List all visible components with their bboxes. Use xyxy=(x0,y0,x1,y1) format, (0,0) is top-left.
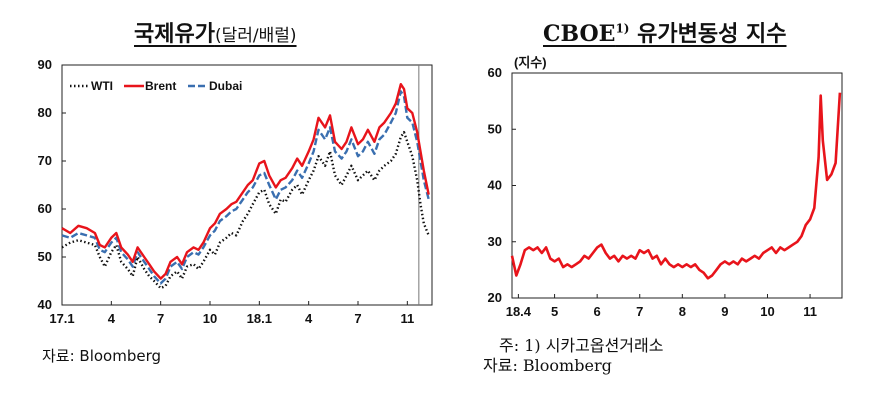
right-footnote: 주: 1) 시카고옵션거래소 xyxy=(499,336,664,355)
ovx-x-tick-label: 9 xyxy=(721,304,728,319)
ovx-y-tick-label: 40 xyxy=(488,178,502,193)
ovx-x-tick-label: 8 xyxy=(679,304,686,319)
ovx-y-tick-label: 20 xyxy=(488,290,502,305)
oil-x-tick-label: 4 xyxy=(108,311,116,326)
oil-x-tick-label: 11 xyxy=(400,311,414,326)
oil-y-tick-label: 50 xyxy=(38,249,52,264)
oil-y-tick-label: 90 xyxy=(38,57,52,72)
legend-label-dubai: Dubai xyxy=(209,79,242,93)
oil-y-tick-label: 40 xyxy=(38,297,52,312)
ovx-y-tick-label: 30 xyxy=(488,234,502,249)
oil-x-tick-label: 17.1 xyxy=(49,311,74,326)
oil-chart-frame xyxy=(61,64,433,306)
ovx-x-tick-label: 18.4 xyxy=(506,304,532,319)
ovx-y-axis-unit: (지수) xyxy=(514,55,547,70)
right-source-note: 자료: Bloomberg xyxy=(483,356,612,375)
legend-label-wti: WTI xyxy=(91,79,113,93)
ovx-y-tick-label: 60 xyxy=(488,65,502,80)
left-chart-title-main: 국제유가 xyxy=(134,22,215,47)
ovx-x-tick-label: 5 xyxy=(551,304,558,319)
right-chart-title: CBOE1) 유가변동성 지수 xyxy=(543,16,786,48)
oil-x-tick-label: 10 xyxy=(203,311,217,326)
series-line-ovx xyxy=(510,92,842,280)
left-chart-title-unit: (달러/배럴) xyxy=(214,26,297,46)
oil-x-tick-label: 4 xyxy=(305,311,313,326)
oil-x-tick-label: 7 xyxy=(157,311,164,326)
oil-legend: WTI Brent Dubai xyxy=(70,79,242,93)
oil-y-tick-label: 80 xyxy=(38,105,52,120)
ovx-x-tick-label: 7 xyxy=(636,304,643,319)
ovx-x-tick-label: 6 xyxy=(594,304,601,319)
oil-x-tick-label: 7 xyxy=(354,311,361,326)
right-notes: 주: 1) 시카고옵션거래소 자료: Bloomberg xyxy=(483,336,663,376)
right-chart-title-footnote-mark: 1) xyxy=(615,21,630,36)
left-source-note: 자료: Bloomberg xyxy=(42,347,162,365)
ovx-chart-plot: 20 30 40 50 60 (지수) 18.4 5 6 7 8 9 10 11 xyxy=(488,55,843,319)
ovx-y-tick-label: 50 xyxy=(488,121,502,136)
ovx-x-tick-label: 11 xyxy=(803,304,817,319)
right-chart-title-main: CBOE xyxy=(543,21,616,47)
series-line-wti xyxy=(61,131,430,290)
series-line-brent xyxy=(61,83,430,280)
right-chart-title-rest: 유가변동성 지수 xyxy=(629,21,787,47)
oil-chart-plot: 40 50 60 70 80 90 17.1 4 7 10 18.1 4 7 11 WTI Brent Duba… xyxy=(38,57,433,326)
left-chart-title: 국제유가(달러/배럴) xyxy=(134,16,297,48)
legend-label-brent: Brent xyxy=(145,79,176,93)
oil-y-tick-label: 60 xyxy=(38,201,52,216)
oil-y-tick-label: 70 xyxy=(38,153,52,168)
oil-x-tick-label: 18.1 xyxy=(247,311,272,326)
ovx-x-tick-label: 10 xyxy=(760,304,774,319)
